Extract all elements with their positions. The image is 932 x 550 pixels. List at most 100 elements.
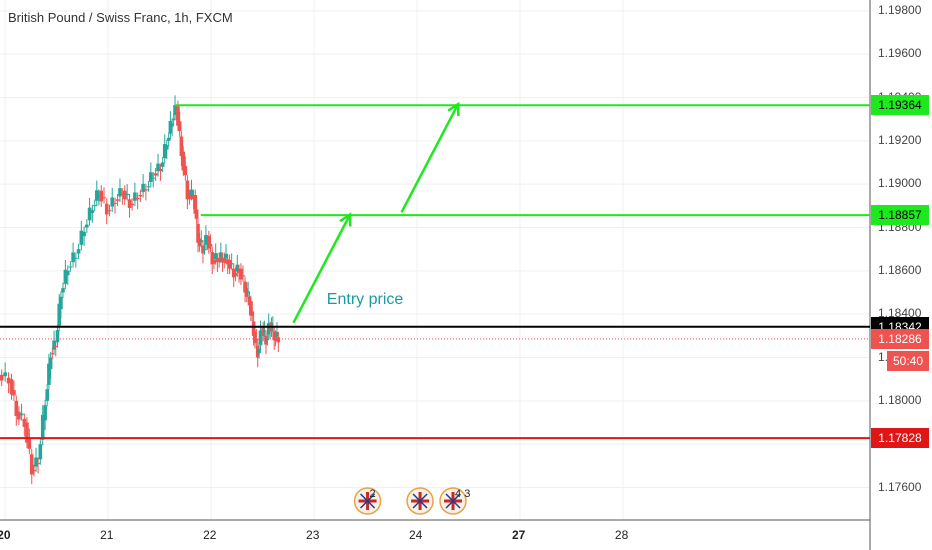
- candle-body: [187, 195, 192, 200]
- candle-body: [193, 195, 198, 214]
- candle-body: [194, 209, 199, 219]
- candle-body: [113, 202, 117, 204]
- chart-title: British Pound / Swiss Franc, 1h, FXCM: [8, 10, 233, 25]
- candle-body: [79, 230, 84, 245]
- candle-body: [127, 199, 132, 208]
- candle-body: [25, 422, 29, 443]
- candle-body: [183, 166, 188, 176]
- uk-flag-diag: [360, 493, 376, 509]
- candle-body: [38, 444, 43, 460]
- candle-body: [212, 260, 216, 264]
- candle-body: [12, 390, 16, 396]
- candle-body: [162, 144, 167, 159]
- candle-body: [45, 389, 49, 401]
- candle-body: [227, 260, 232, 269]
- candle-body: [243, 281, 247, 293]
- projection-arrow-head: [447, 101, 460, 117]
- x-tick-label: 27: [511, 528, 526, 542]
- candle-body: [118, 188, 122, 197]
- candle-body: [52, 340, 56, 350]
- x-tick-label: 28: [614, 528, 629, 542]
- candle-body: [246, 291, 250, 293]
- candle-body: [156, 163, 160, 172]
- candle-body: [204, 235, 208, 245]
- candle-body: [85, 224, 89, 228]
- candle-body: [125, 193, 129, 195]
- candle-body: [160, 162, 165, 167]
- candle-body: [87, 207, 92, 221]
- candle-body: [14, 400, 19, 416]
- candle-body: [202, 249, 207, 251]
- candle-body: [34, 457, 38, 467]
- candle-body: [135, 197, 140, 200]
- candle-body: [210, 252, 215, 265]
- candle-body: [217, 257, 221, 263]
- candle-body: [257, 348, 261, 354]
- price-tag-current: 1.18286: [871, 328, 929, 349]
- price-tag-target-1: 1.18857: [871, 205, 929, 226]
- projection-arrow-head: [339, 212, 352, 227]
- candle-body: [76, 249, 81, 254]
- candle-body: [110, 197, 115, 207]
- candle-body: [133, 192, 137, 201]
- candle-body: [250, 311, 255, 316]
- candle-body: [32, 470, 36, 472]
- candle-body: [63, 269, 68, 284]
- y-tick-label: 1.19800: [878, 2, 922, 17]
- candle-body: [275, 331, 279, 337]
- candle-body: [173, 105, 177, 115]
- candle-body: [43, 405, 47, 421]
- candle-body: [225, 259, 230, 265]
- candle-body: [222, 257, 227, 263]
- candle-body: [82, 231, 86, 237]
- candle-body: [29, 454, 34, 475]
- candle-body: [144, 189, 148, 191]
- y-tick-label: 1.18400: [878, 306, 922, 321]
- candle-body: [90, 210, 95, 214]
- candle-body: [3, 372, 7, 377]
- candle-body: [176, 106, 180, 126]
- candle-body: [0, 374, 4, 381]
- candle-body: [249, 301, 253, 316]
- candle-body: [149, 172, 153, 182]
- candle-body: [48, 357, 53, 370]
- x-tick-label: 20: [0, 528, 11, 542]
- candle-body: [71, 252, 75, 263]
- candle-body: [153, 173, 158, 176]
- candle-body: [9, 379, 14, 395]
- candle-body: [208, 244, 213, 247]
- x-tick-label: 24: [408, 528, 423, 542]
- candle-body: [166, 137, 171, 141]
- candle-body: [179, 136, 184, 156]
- candle-body: [273, 335, 278, 341]
- candle-body: [47, 363, 51, 385]
- projection-arrow-line: [292, 213, 352, 324]
- entry-price-annotation: Entry price: [326, 291, 404, 309]
- candle-body: [27, 438, 32, 449]
- price-tag-target-2: 1.19364: [871, 95, 929, 116]
- candle-body: [50, 353, 55, 355]
- candle-body: [115, 199, 120, 201]
- candle-body: [262, 330, 267, 332]
- candle-body: [102, 197, 106, 199]
- candle-body: [213, 253, 218, 260]
- candle-body: [36, 462, 40, 464]
- candle-body: [122, 190, 127, 200]
- candle-body: [97, 195, 101, 196]
- candle-body: [168, 120, 173, 134]
- candle-body: [57, 303, 62, 326]
- uk-flag-diag: [445, 493, 461, 509]
- candle-body: [130, 203, 134, 206]
- price-tag-stop: 1.17828: [871, 428, 929, 449]
- candle-body: [92, 205, 97, 207]
- candle-body: [146, 186, 151, 188]
- candle-body: [219, 252, 223, 258]
- event-count-label: 4 3: [455, 488, 470, 500]
- candle-body: [74, 257, 78, 259]
- countdown-tag: 50:40: [887, 350, 929, 371]
- candle-body: [151, 177, 156, 179]
- candle-body: [196, 223, 200, 243]
- candle-body: [237, 270, 241, 273]
